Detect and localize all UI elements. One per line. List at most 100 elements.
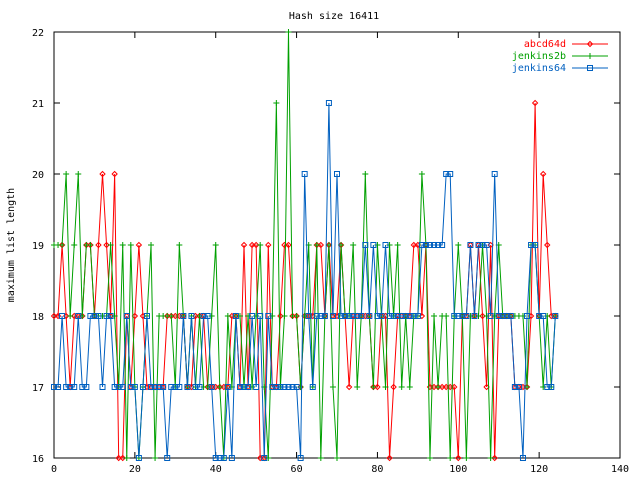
data-point	[463, 313, 470, 319]
data-point	[135, 455, 142, 461]
data-point	[273, 100, 280, 106]
data-point	[119, 454, 126, 462]
data-point	[487, 455, 494, 461]
data-point	[241, 384, 248, 390]
data-point	[451, 313, 458, 319]
data-point	[398, 313, 405, 319]
data-point	[443, 313, 450, 319]
series-jenkins64	[51, 100, 559, 461]
data-point	[345, 383, 353, 391]
data-point	[540, 313, 547, 319]
data-point	[180, 313, 187, 319]
legend-label: jenkins64	[512, 63, 566, 74]
y-tick-label: 19	[32, 241, 44, 252]
data-point	[115, 384, 122, 390]
data-point	[548, 384, 555, 390]
data-point	[479, 242, 486, 248]
data-point	[249, 313, 256, 319]
data-point	[51, 384, 57, 390]
data-point	[79, 384, 86, 390]
data-point	[354, 313, 361, 319]
data-point	[459, 313, 466, 319]
data-point	[204, 313, 211, 319]
data-point	[439, 242, 446, 248]
data-point	[382, 384, 389, 390]
data-point	[236, 384, 243, 390]
data-point	[402, 313, 409, 319]
data-point	[143, 313, 150, 319]
data-point	[325, 242, 332, 248]
data-point	[119, 384, 126, 390]
data-point	[55, 384, 62, 390]
data-point	[435, 384, 442, 390]
data-point	[111, 384, 118, 390]
data-point	[346, 313, 353, 319]
y-tick-label: 16	[32, 454, 44, 465]
data-point	[71, 384, 78, 390]
data-point	[240, 241, 248, 249]
x-tick-label: 0	[51, 464, 57, 475]
data-point	[265, 241, 272, 249]
data-point	[455, 454, 462, 462]
data-point	[139, 384, 146, 390]
data-point	[455, 313, 462, 319]
data-point	[188, 313, 195, 319]
x-tick-label: 80	[371, 464, 383, 475]
data-point	[398, 384, 405, 390]
data-point	[115, 454, 122, 462]
data-point	[491, 171, 498, 177]
data-point	[475, 242, 482, 248]
data-point	[418, 171, 425, 177]
data-point	[71, 242, 78, 248]
data-point	[265, 313, 272, 319]
y-tick-label: 21	[32, 99, 44, 110]
data-point	[127, 242, 134, 248]
data-point	[111, 170, 118, 178]
data-point	[406, 313, 413, 319]
data-point	[95, 241, 102, 249]
data-point	[329, 313, 336, 319]
data-point	[334, 455, 340, 461]
data-point	[394, 313, 401, 319]
data-point	[196, 384, 203, 390]
data-point	[253, 384, 260, 390]
data-point	[285, 241, 292, 249]
data-point	[168, 313, 175, 319]
data-point	[471, 313, 478, 319]
data-point	[495, 313, 502, 319]
data-point	[257, 242, 264, 248]
data-point	[192, 384, 199, 390]
data-point	[544, 241, 551, 249]
series-layer	[50, 29, 559, 462]
data-point	[317, 455, 324, 461]
data-point	[431, 313, 438, 319]
legend-marker-jenkins64	[587, 65, 593, 71]
data-point	[273, 384, 280, 390]
data-point	[374, 383, 381, 391]
data-point	[293, 313, 300, 319]
data-point	[281, 384, 288, 390]
data-point	[200, 313, 207, 319]
data-point	[224, 384, 231, 390]
data-point	[317, 313, 324, 319]
data-point	[99, 170, 106, 178]
data-point	[382, 242, 389, 248]
data-point	[309, 384, 316, 390]
data-point	[378, 313, 385, 319]
data-point	[208, 384, 215, 390]
data-point	[293, 384, 300, 390]
data-point	[75, 171, 82, 177]
data-point	[455, 242, 462, 248]
data-point	[289, 384, 296, 390]
data-point	[184, 384, 191, 390]
data-point	[59, 313, 66, 319]
data-point	[313, 242, 320, 248]
data-point	[374, 313, 381, 319]
y-axis-label: maximum list length	[6, 188, 17, 302]
data-point	[362, 242, 369, 248]
data-point	[252, 241, 260, 249]
data-point	[370, 384, 377, 390]
data-point	[443, 171, 450, 177]
data-point	[99, 384, 106, 390]
